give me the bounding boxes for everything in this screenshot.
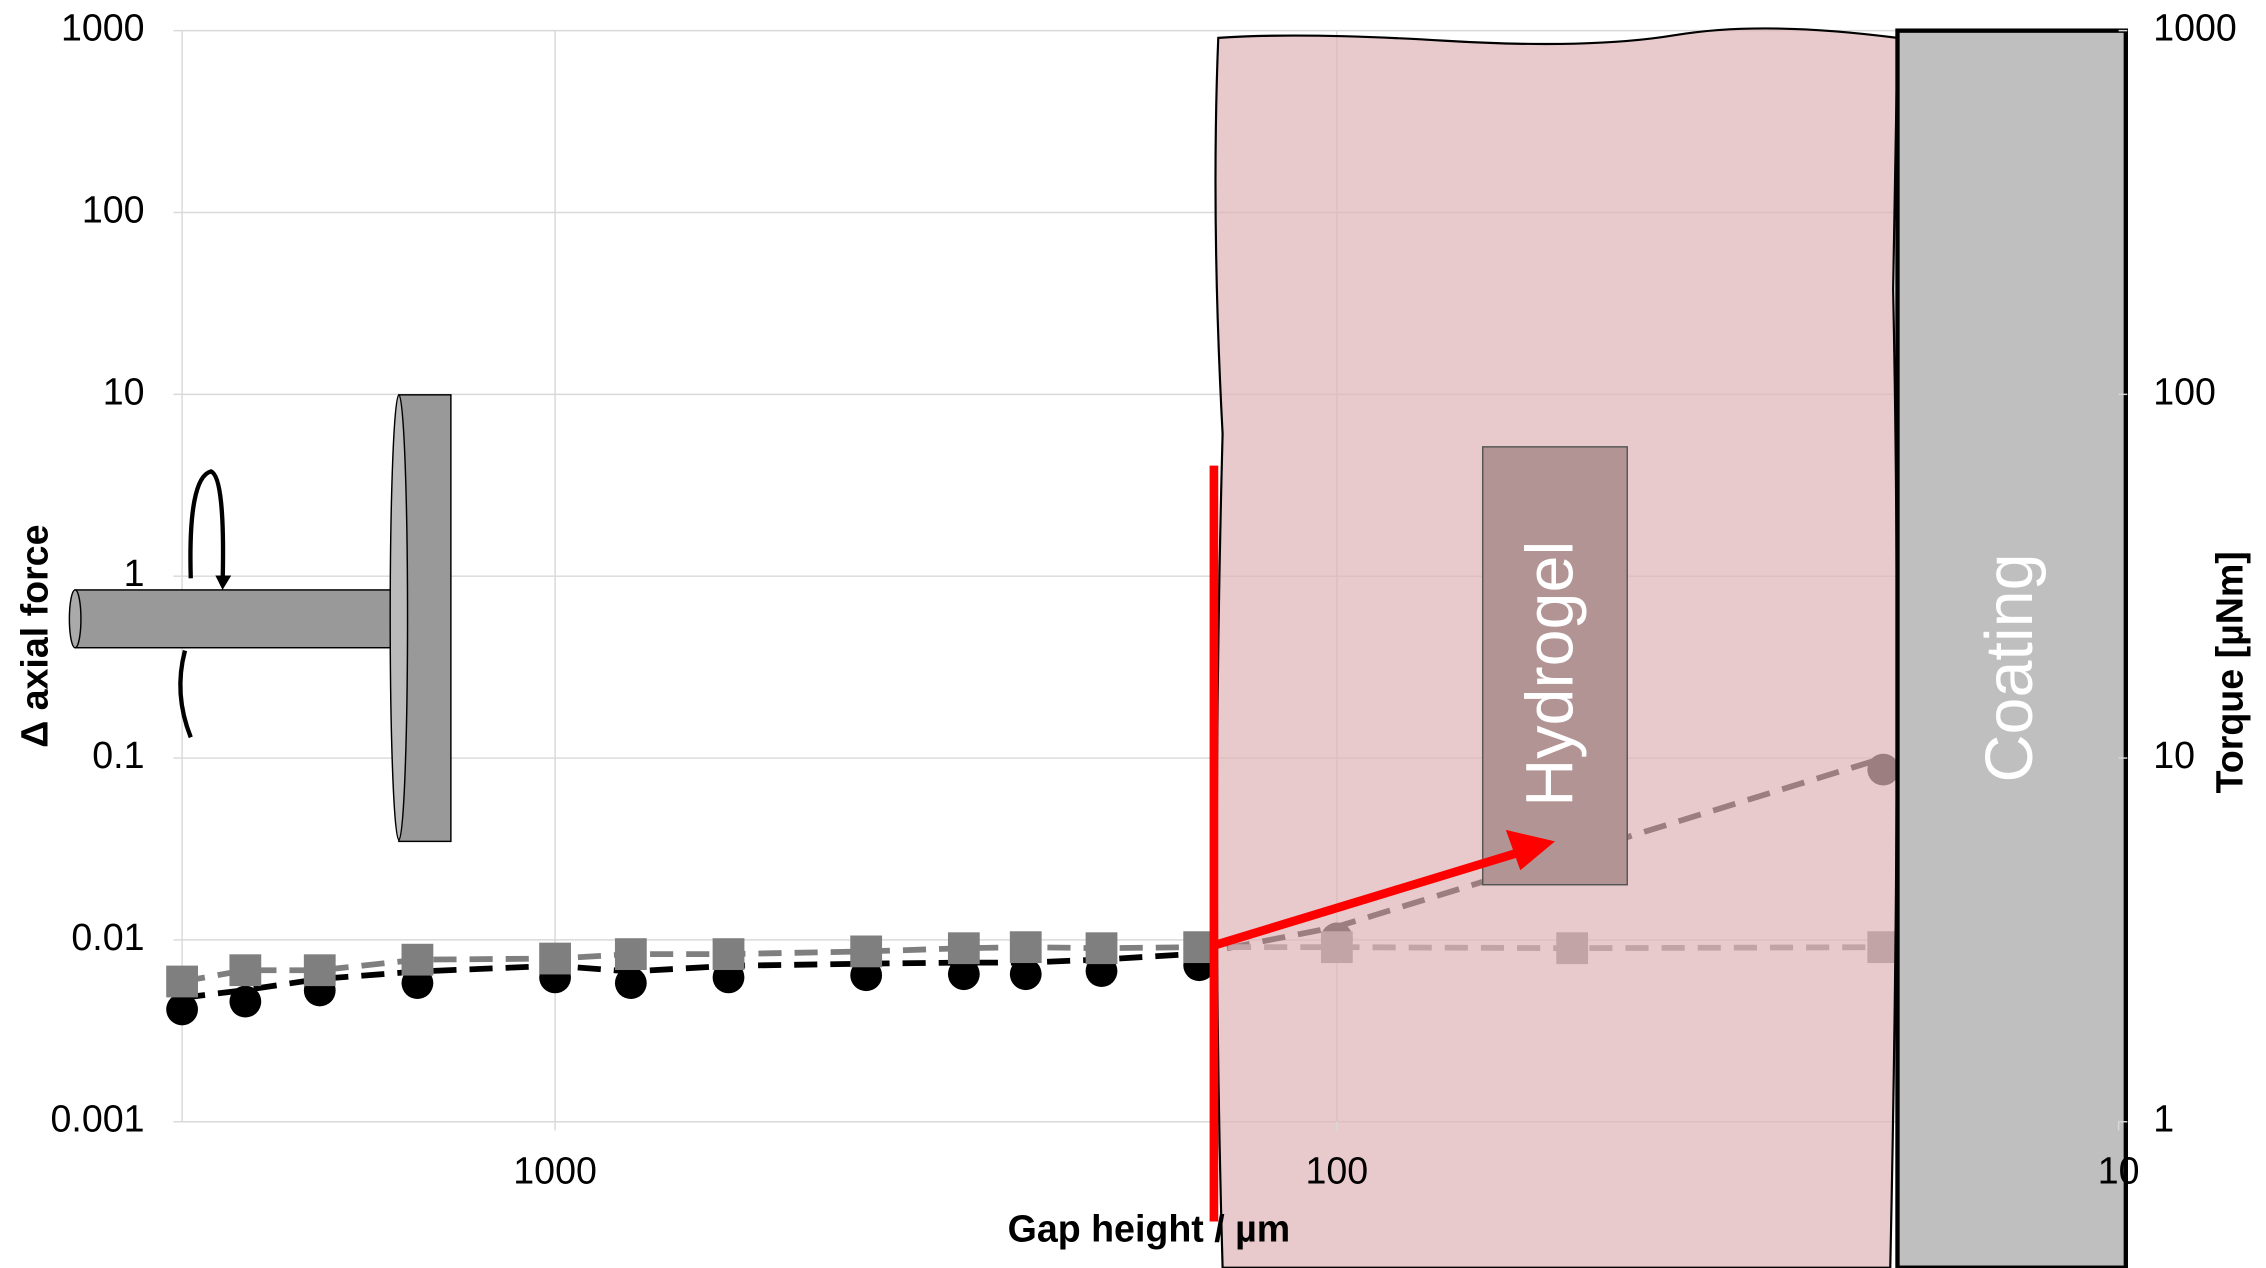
y2-tick-label: 10	[2153, 734, 2195, 776]
x-axis-label: Gap height / µm	[1008, 1207, 1291, 1249]
y2-axis-label: Torque [µNm]	[2209, 551, 2251, 793]
y-tick-label: 0.01	[71, 916, 144, 958]
y2-tick-label: 100	[2153, 370, 2216, 412]
point	[615, 967, 647, 999]
y-tick-label: 100	[82, 188, 145, 230]
chart: Hydrogel Coating 0.001 0.01 0.1 1 10 100 1000 1…	[0, 0, 2266, 1268]
x-tick-label: 10	[2098, 1150, 2140, 1192]
y-tick-label: 1	[124, 552, 145, 594]
annotation: Coating	[1973, 553, 2047, 782]
page: {"chart_data": { "type": "scatter", "x_l…	[0, 0, 2266, 1268]
y-tick-label: 0.001	[51, 1098, 145, 1140]
x-tick-label: 1000	[513, 1150, 597, 1192]
point	[948, 932, 980, 964]
point	[166, 966, 198, 998]
x-tick-label: 100	[1306, 1150, 1369, 1192]
y2-tick-label: 1	[2153, 1098, 2174, 1140]
point	[850, 936, 882, 968]
point	[229, 954, 261, 986]
point	[166, 994, 198, 1026]
point	[229, 986, 261, 1018]
point	[402, 944, 434, 976]
y-axis-label: Δ axial force	[13, 525, 55, 748]
y-tick-label: 10	[103, 370, 145, 412]
point	[1086, 932, 1118, 964]
y-tick-label: 1000	[61, 7, 145, 49]
annotation: Hydrogel	[1514, 541, 1588, 807]
point	[713, 938, 745, 970]
point	[539, 943, 571, 975]
point	[304, 954, 336, 986]
point	[615, 938, 647, 970]
y2-tick-label: 1000	[2153, 7, 2237, 49]
y-tick-label: 0.1	[92, 734, 144, 776]
point	[1010, 931, 1042, 963]
